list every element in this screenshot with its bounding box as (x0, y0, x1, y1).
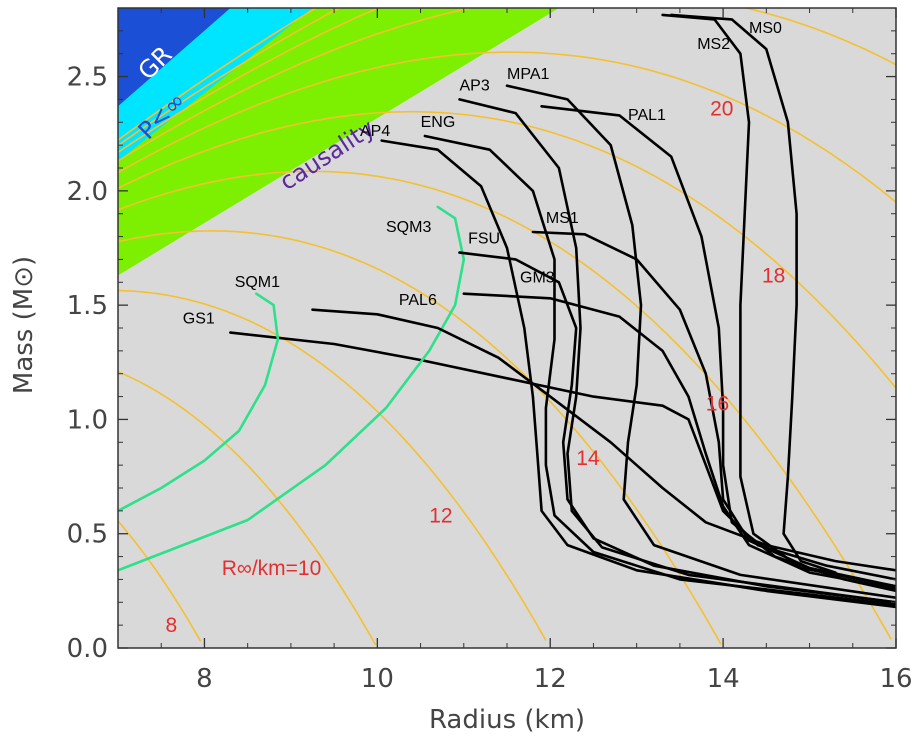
r-inf-label: 20 (710, 97, 733, 120)
curve-mpa1 (505, 84, 896, 600)
r-inf-label: 18 (762, 264, 785, 287)
r-inf-label: 8 (166, 614, 178, 637)
r-inf-line (118, 51, 896, 203)
y-tick-label: 1.0 (67, 405, 108, 435)
curve-label-fsu: FSU (468, 230, 500, 247)
curve-label-pal6: PAL6 (399, 292, 437, 309)
r-inf-label: 14 (576, 447, 600, 470)
region-causality (118, 8, 559, 276)
x-axis-title: Radius (km) (429, 705, 585, 735)
y-tick-label: 2.5 (67, 63, 108, 93)
x-tick-label: 10 (361, 664, 394, 694)
curve-label-ms0: MS0 (749, 20, 782, 37)
curve-label-pal1: PAL1 (628, 107, 666, 124)
x-tick-label: 16 (879, 664, 912, 694)
region-gr (118, 8, 231, 107)
r-inf-line (118, 110, 896, 389)
curve-ms0 (669, 13, 837, 574)
y-tick-label: 0.5 (67, 520, 108, 550)
radiation-radius-labels: 8 R∞/km=10 12 14 16 18 20 (166, 97, 786, 637)
curve-sqm1 (118, 292, 280, 513)
r-inf-label: 12 (429, 504, 452, 527)
curve-sqm3 (118, 205, 466, 572)
curve-label-ap4: AP4 (360, 123, 390, 140)
r-inf-line (118, 8, 318, 141)
curve-label-eng: ENG (421, 114, 456, 131)
curve-label-ms1: MS1 (546, 210, 579, 227)
curve-labels: GS1 SQM1 SQM3 PAL6 GM3 FSU MS1 AP4 ENG AP3 MPA1 PAL… (183, 20, 782, 327)
curve-label-sqm1: SQM1 (235, 274, 280, 291)
r-inf-label: 16 (706, 392, 729, 415)
r-inf-line (118, 230, 722, 645)
r-inf-line (118, 8, 896, 162)
y-tick-label: 2.0 (67, 177, 108, 207)
constraint-regions (118, 8, 559, 276)
curve-label-mpa1: MPA1 (507, 66, 549, 83)
r-inf-label: R∞/km=10 (222, 557, 322, 580)
y-tick-label: 0.0 (67, 634, 108, 664)
curve-label-gs1: GS1 (183, 310, 215, 327)
r-inf-line (118, 8, 381, 153)
y-tick-label: 1.5 (67, 291, 108, 321)
radiation-radius-lines (118, 8, 896, 646)
curve-ms2 (661, 13, 896, 588)
y-axis-title: Mass (M⊙) (9, 256, 39, 394)
plot-area (118, 8, 896, 646)
curve-label-ms2: MS2 (697, 36, 730, 53)
curve-label-ap3: AP3 (460, 77, 490, 94)
x-tick-label: 8 (196, 664, 213, 694)
curve-label-gm3: GM3 (520, 269, 555, 286)
axis-ticks: 8 10 12 14 16 0.0 0.5 1.0 1.5 2.0 2.5 (67, 8, 913, 694)
curve-ap3 (458, 98, 896, 604)
curve-pal6 (311, 308, 896, 572)
curve-eng (423, 134, 896, 606)
r-inf-line (118, 370, 377, 646)
curve-pal1 (540, 105, 896, 593)
curve-fsu (458, 251, 896, 604)
r-inf-line (118, 520, 202, 642)
x-tick-label: 14 (707, 664, 740, 694)
r-inf-line (118, 170, 892, 640)
curve-label-sqm3: SQM3 (386, 219, 431, 236)
x-tick-label: 12 (534, 664, 567, 694)
r-inf-line (118, 289, 547, 641)
eos-curves (118, 13, 896, 609)
r-inf-line (118, 8, 342, 147)
curve-ms1 (531, 230, 896, 588)
